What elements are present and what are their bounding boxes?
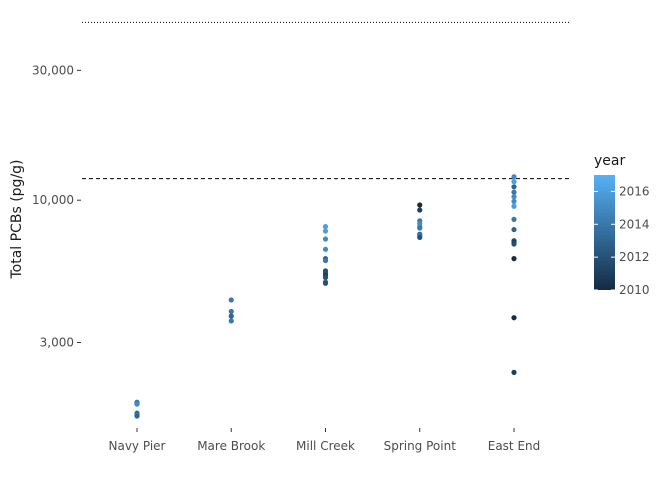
x-tick-label: East End (488, 439, 541, 453)
legend-tick-label: 2012 (619, 250, 650, 264)
data-point (322, 236, 329, 242)
data-point (511, 174, 517, 180)
data-point (511, 315, 517, 321)
data-point (228, 308, 234, 315)
x-tick-label: Mill Creek (296, 439, 355, 453)
y-tick-label: 3,000 (40, 336, 74, 350)
data-point (511, 198, 517, 204)
legend-colorbar (594, 175, 615, 290)
legend-tick-label: 2010 (619, 283, 650, 297)
y-tick-label: 30,000 (32, 63, 74, 77)
y-axis-title: Total PCBs (pg/g) (9, 159, 25, 279)
data-point (511, 241, 517, 247)
data-point (511, 226, 517, 233)
legend: year 2010 2012 2014 2016 (594, 153, 650, 297)
data-point (228, 297, 234, 303)
y-tick-label: 10,000 (32, 193, 74, 207)
data-point (322, 223, 329, 230)
data-point (322, 280, 329, 286)
data-point (322, 246, 329, 252)
legend-title: year (594, 153, 625, 169)
data-point (511, 256, 517, 262)
data-point (511, 184, 517, 190)
data-point (134, 413, 140, 419)
legend-tick-label: 2014 (619, 217, 650, 231)
data-point (134, 401, 140, 407)
data-point (228, 313, 234, 319)
data-point (511, 216, 517, 223)
legend-tick-label: 2016 (619, 184, 650, 198)
data-point (322, 274, 329, 281)
x-tick-label: Navy Pier (109, 439, 166, 453)
data-point (511, 203, 517, 209)
data-point (322, 228, 329, 234)
plot-area (82, 21, 571, 419)
data-point (228, 318, 234, 324)
x-tick-label: Mare Brook (197, 439, 265, 453)
data-point (511, 369, 517, 375)
y-axis: 3,000 10,000 30,000 (32, 63, 81, 350)
data-point (417, 234, 423, 240)
data-point (417, 207, 423, 213)
x-axis: Navy Pier Mare Brook Mill Creek Spring Poin… (109, 428, 541, 453)
data-point (511, 179, 517, 185)
data-point (322, 257, 329, 264)
data-point (511, 189, 517, 195)
data-point (511, 194, 517, 200)
data-point (417, 225, 423, 231)
x-tick-label: Spring Point (384, 439, 457, 453)
data-point (417, 202, 423, 208)
